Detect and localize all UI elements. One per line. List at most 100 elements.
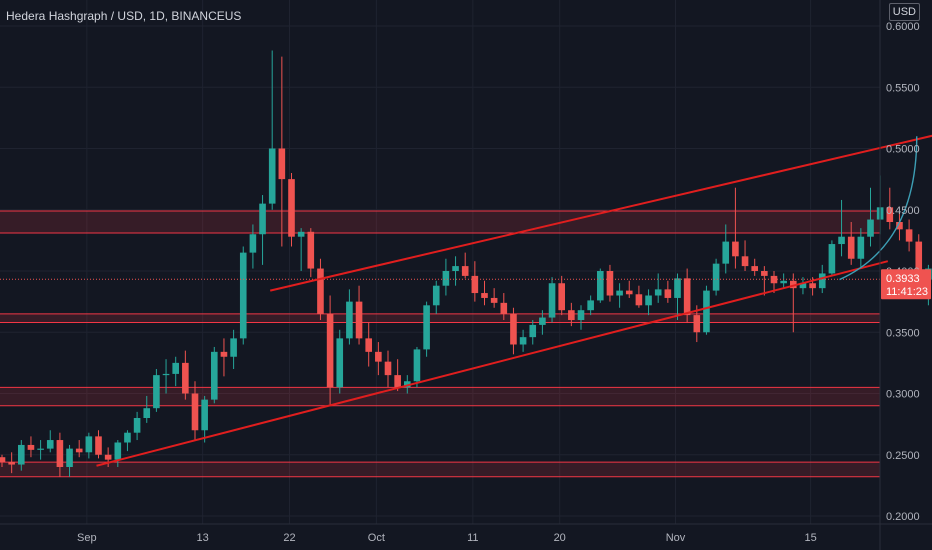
candle-body (182, 362, 189, 394)
candle-body (481, 293, 488, 298)
candle-body (66, 448, 73, 467)
time-tick-label: 15 (804, 532, 816, 544)
candle-body (548, 283, 556, 318)
candles[interactable] (0, 50, 932, 477)
candle-body (780, 280, 787, 284)
candle-body (432, 285, 440, 306)
candle-body (191, 393, 199, 431)
candle-body (529, 324, 537, 338)
support-resistance-zones (0, 210, 880, 478)
candle-body (818, 273, 826, 289)
channel-lower-line (96, 260, 889, 467)
candle-body (828, 244, 836, 274)
candle-body (8, 462, 15, 465)
time-axis[interactable]: Sep1322Oct1120Nov15Dec13 (0, 523, 932, 544)
candle-body (268, 148, 276, 204)
time-tick-label: Oct (368, 532, 385, 544)
candle-body (654, 289, 662, 296)
candle-body (288, 179, 295, 237)
candle-body (404, 381, 411, 388)
price-tick-label: 0.4500 (886, 205, 920, 217)
candle-body (56, 440, 64, 467)
price-tick-label: 0.2000 (886, 511, 920, 523)
candle-body (664, 289, 672, 298)
candle-body (693, 315, 701, 333)
candle-body (645, 295, 652, 306)
candle-body (732, 241, 739, 257)
candle-body (587, 300, 594, 311)
time-tick-label: 22 (283, 532, 295, 544)
candle-body (259, 203, 266, 235)
current-price-value: 0.3933 (886, 273, 920, 285)
candle-body (809, 283, 816, 289)
candle-body (597, 271, 604, 301)
candle-body (616, 290, 623, 296)
price-tick-label: 0.6000 (886, 21, 920, 33)
candle-body (905, 229, 913, 242)
candle-body (847, 236, 855, 259)
candle-body (124, 432, 131, 443)
candle-body (790, 280, 797, 289)
candle-body (577, 310, 585, 320)
candle-body (326, 313, 334, 388)
candle-body (172, 362, 179, 374)
price-tick-label: 0.5000 (886, 144, 920, 156)
time-tick-label: 11 (467, 532, 478, 544)
projection-curve (839, 136, 918, 281)
candle-body (915, 241, 923, 280)
candle-body (355, 301, 363, 339)
time-tick-label: 13 (197, 532, 209, 544)
candle-body (857, 236, 865, 259)
candle-body (220, 351, 228, 357)
candle-body (423, 305, 430, 350)
zone-fill (0, 210, 880, 234)
candle-body (799, 283, 807, 289)
candle-body (712, 263, 720, 291)
candle-body (114, 442, 122, 460)
candle-body (37, 448, 44, 450)
candle-body (674, 278, 681, 298)
candle-body (461, 266, 469, 276)
candle-body (0, 457, 6, 463)
candle-body (346, 301, 353, 339)
candle-body (413, 349, 421, 382)
channel-upper-line (269, 134, 932, 292)
candle-body (838, 236, 845, 245)
candle-body (143, 408, 151, 418)
candle-body (442, 271, 450, 286)
candle-body (384, 361, 392, 376)
price-tick-label: 0.3000 (886, 389, 920, 401)
candle-body (85, 436, 93, 453)
candle-body (635, 294, 643, 306)
candle-body (230, 338, 237, 357)
candle-body (278, 148, 286, 180)
grid-lines (0, 0, 880, 524)
candle-body (568, 310, 575, 320)
current-price-box (881, 269, 931, 300)
time-tick-label: Nov (666, 532, 686, 544)
candle-body (133, 418, 141, 433)
candle-body (510, 313, 517, 345)
zone-fill (0, 387, 880, 406)
candle-body (519, 337, 527, 345)
zone-fill (0, 462, 880, 477)
bar-countdown: 11:41:23 (886, 286, 928, 298)
price-tick-label: 0.5500 (886, 82, 920, 94)
chart-title: Hedera Hashgraph / USD, 1D, BINANCEUS (6, 9, 242, 23)
candle-body (558, 283, 565, 311)
candle-body (741, 256, 749, 267)
candle-body (27, 444, 35, 450)
candle-body (539, 317, 546, 325)
trend-drawings[interactable] (0, 90, 932, 467)
currency-button[interactable]: USD (888, 3, 920, 21)
candle-body (490, 297, 498, 303)
candle-body (153, 375, 160, 409)
candle-body (162, 373, 170, 376)
candle-body (761, 271, 768, 276)
candle-body (46, 440, 54, 449)
time-tick-label: 20 (554, 532, 566, 544)
candle-body (18, 444, 25, 465)
price-tick-label: 0.3500 (886, 327, 920, 339)
candle-body (201, 399, 208, 431)
